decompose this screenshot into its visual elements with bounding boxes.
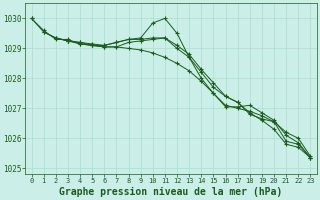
X-axis label: Graphe pression niveau de la mer (hPa): Graphe pression niveau de la mer (hPa) bbox=[60, 186, 283, 197]
